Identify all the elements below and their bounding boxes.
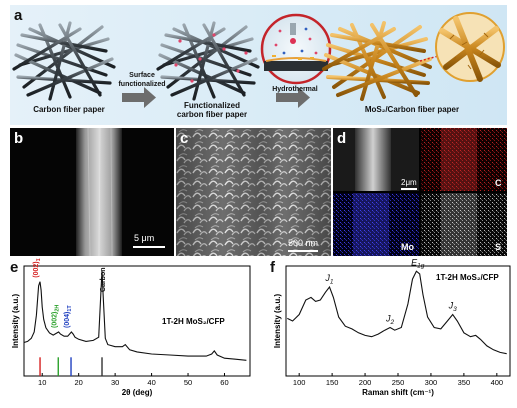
caption-mos2-cfp: MoS₂/Carbon fiber paper (364, 105, 460, 114)
scale-label-c: 500 nm (288, 238, 319, 248)
sem-nanosheet-image (176, 128, 331, 256)
scale-bar-c (288, 250, 318, 252)
xrd-plot: 10 20 30 40 50 60 2θ (deg) Intensity (a.u.) (002… (11, 254, 251, 397)
synthesis-schematic (12, 12, 505, 108)
peak-label-0: J1 (324, 273, 334, 286)
panel-a-schematic: a (10, 5, 507, 125)
peak-label-3: J3 (448, 300, 458, 313)
y-axis-label: Intensity (a.u.) (11, 294, 20, 349)
x-axis-label: 2θ (deg) (122, 388, 153, 397)
annotation-peak-2: (004)1T (64, 305, 73, 328)
peak-label-1: J2 (385, 314, 395, 327)
series-line-0 (287, 270, 507, 355)
scale-bar-b (133, 246, 165, 248)
map-label-mo: Mo (401, 242, 414, 252)
series-label: 1T-2H MoS₂/CFP (162, 317, 225, 326)
plot-frame (23, 265, 251, 377)
y-axis-label: Intensity (a.u.) (273, 294, 282, 349)
x-tick-label: 200 (359, 378, 372, 387)
x-tick-label: 40 (147, 378, 155, 387)
panel-b-sem-image: b 5 μm (10, 128, 174, 256)
x-tick-label: 250 (392, 378, 405, 387)
x-tick-label: 350 (458, 378, 471, 387)
panel-f-label: f (270, 259, 275, 276)
process-arrow-2 (276, 87, 310, 108)
functionalized-fiber-illustration (156, 21, 260, 101)
annotation-peak-1: (002)2H (51, 305, 60, 328)
x-tick-label: 300 (425, 378, 438, 387)
caption-carbon-fiber-paper: Carbon fiber paper (33, 105, 105, 114)
x-tick-label: 150 (326, 378, 339, 387)
panel-f-raman-chart: f 100 150 200 250 300 350 400 Raman shift (cm⁻¹… (262, 257, 517, 403)
plot-frame (285, 265, 511, 377)
annotation-carbon: Carbon (100, 268, 107, 293)
sem-fiber-image (76, 128, 122, 256)
panel-e-xrd-chart: e 10 20 30 40 50 60 2θ (deg) Intensity (a.u.) (0… (0, 254, 258, 403)
functional-group-dots (174, 33, 248, 83)
panel-c-label: c (180, 130, 189, 147)
x-tick-label: 100 (293, 378, 306, 387)
caption-functionalized-cfp: Functionalized carbon fiber paper (176, 101, 248, 119)
peak-label-2: E1g (411, 258, 425, 270)
panel-d-label: d (337, 130, 347, 147)
x-tick-label: 10 (38, 378, 46, 387)
mos2-carbon-fiber-illustration (322, 21, 432, 101)
caption-hydrothermal: Hydrothermal (272, 86, 318, 93)
process-arrow-1 (122, 87, 156, 108)
panel-e-label: e (10, 259, 19, 276)
carbon-fiber-paper-illustration (12, 21, 116, 101)
x-axis-label: Raman shift (cm⁻¹) (362, 388, 434, 397)
chart-title: 1T-2H MoS₂/CFP (436, 273, 499, 282)
panel-a-label: a (14, 7, 23, 24)
annotation-peak-0: (002)1T (33, 258, 42, 278)
caption-surface-functionalized: Surface functionalized (118, 72, 166, 88)
map-label-c: C (495, 178, 502, 188)
mos2-zoom-inset (435, 12, 505, 82)
raman-plot: 100 150 200 250 300 350 400 Raman shift (cm⁻¹) I… (273, 257, 511, 397)
hydrothermal-reactor-inset (260, 13, 332, 85)
panel-d-eds-maps: d 2μm C Mo S (333, 128, 507, 256)
x-tick-label: 20 (75, 378, 83, 387)
panel-b-label: b (14, 130, 24, 147)
map-label-s: S (495, 242, 502, 252)
scale-label-d: 2μm (401, 178, 417, 187)
x-tick-label: 400 (491, 378, 504, 387)
panel-c-sem-image: c 500 nm (176, 128, 331, 256)
scale-label-b: 5 μm (134, 233, 155, 243)
scale-bar-d (401, 188, 417, 190)
x-tick-label: 50 (184, 378, 192, 387)
eds-map-grid (333, 128, 507, 256)
x-tick-label: 30 (111, 378, 119, 387)
series-line-0 (23, 271, 247, 361)
x-tick-label: 60 (220, 378, 228, 387)
